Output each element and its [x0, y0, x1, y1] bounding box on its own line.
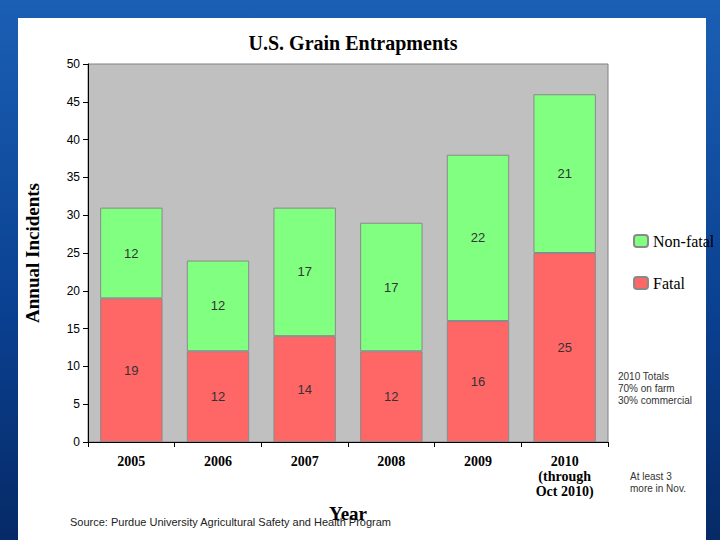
svg-text:2008: 2008: [377, 454, 405, 469]
svg-text:12: 12: [211, 389, 225, 404]
svg-text:2009: 2009: [464, 454, 492, 469]
svg-text:30% commercial: 30% commercial: [618, 395, 692, 406]
svg-text:16: 16: [471, 374, 485, 389]
svg-text:12: 12: [384, 389, 398, 404]
svg-text:40: 40: [67, 133, 81, 147]
svg-text:(through: (through: [538, 469, 591, 485]
svg-text:2010 Totals: 2010 Totals: [618, 371, 669, 382]
svg-text:0: 0: [73, 435, 80, 449]
svg-text:30: 30: [67, 208, 81, 222]
svg-text:Oct 2010): Oct 2010): [536, 484, 594, 500]
svg-text:17: 17: [297, 264, 311, 279]
svg-text:12: 12: [124, 246, 138, 261]
svg-text:2005: 2005: [117, 454, 145, 469]
svg-text:15: 15: [67, 322, 81, 336]
svg-text:2010: 2010: [551, 454, 579, 469]
svg-text:2006: 2006: [204, 454, 232, 469]
svg-text:5: 5: [73, 397, 80, 411]
svg-text:70% on farm: 70% on farm: [618, 383, 675, 394]
svg-text:U.S. Grain Entrapments: U.S. Grain Entrapments: [249, 32, 458, 55]
svg-text:Non-fatal: Non-fatal: [653, 233, 715, 250]
svg-text:21: 21: [557, 166, 571, 181]
svg-text:2007: 2007: [291, 454, 319, 469]
svg-text:14: 14: [297, 382, 311, 397]
svg-text:50: 50: [67, 57, 81, 71]
svg-text:22: 22: [471, 230, 485, 245]
svg-text:10: 10: [67, 359, 81, 373]
svg-text:20: 20: [67, 284, 81, 298]
svg-text:25: 25: [557, 340, 571, 355]
svg-text:more in Nov.: more in Nov.: [630, 483, 686, 494]
svg-text:45: 45: [67, 95, 81, 109]
svg-text:At least 3: At least 3: [630, 471, 672, 482]
svg-text:25: 25: [67, 246, 81, 260]
svg-text:Annual Incidents: Annual Incidents: [22, 183, 43, 323]
svg-text:17: 17: [384, 280, 398, 295]
svg-text:12: 12: [211, 298, 225, 313]
svg-text:19: 19: [124, 363, 138, 378]
svg-text:Source: Purdue University Agri: Source: Purdue University Agricultural S…: [70, 515, 391, 528]
svg-text:Year: Year: [329, 503, 368, 524]
svg-text:Fatal: Fatal: [653, 275, 686, 292]
svg-text:35: 35: [67, 170, 81, 184]
